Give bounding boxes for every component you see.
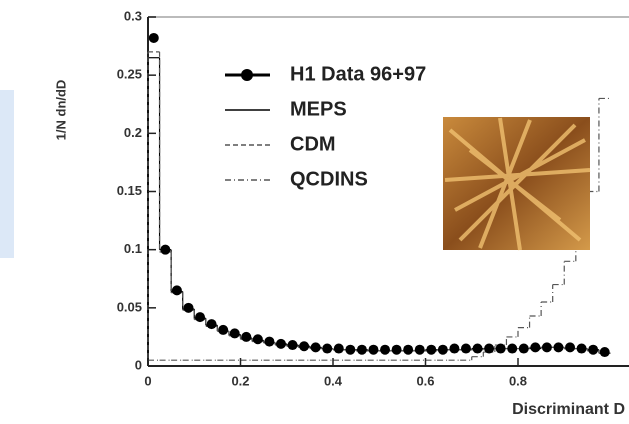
y-tick-label: 0.2 — [124, 125, 142, 140]
x-axis-label: Discriminant D — [512, 401, 625, 418]
data-point — [380, 344, 391, 355]
legend-label: H1 Data 96+97 — [290, 63, 426, 85]
data-point — [356, 344, 367, 355]
data-point — [148, 32, 159, 43]
data-point — [218, 324, 229, 335]
data-point — [460, 343, 471, 354]
y-axis-label: 1/N dn/dD — [53, 80, 68, 141]
data-point — [403, 344, 414, 355]
data-point — [299, 341, 310, 352]
data-point — [449, 343, 460, 354]
x-tick-label: 0.4 — [324, 373, 343, 388]
data-point — [322, 343, 333, 354]
y-tick-label: 0.1 — [124, 241, 142, 256]
data-point — [195, 312, 206, 323]
data-point — [541, 342, 552, 353]
data-point — [553, 342, 564, 353]
data-point — [368, 344, 379, 355]
data-point — [310, 342, 321, 353]
photo-texture — [444, 117, 591, 251]
data-point — [333, 343, 344, 354]
data-point — [229, 328, 240, 339]
data-point — [252, 334, 263, 345]
data-point — [391, 344, 402, 355]
x-tick-label: 0 — [144, 373, 151, 388]
legend-label: QCDINS — [290, 168, 368, 190]
data-point — [495, 343, 506, 354]
y-tick-label: 0.3 — [124, 8, 142, 23]
inset-photo — [443, 117, 591, 251]
data-point — [345, 344, 356, 355]
data-point — [287, 340, 298, 351]
data-point — [171, 285, 182, 296]
data-point — [241, 331, 252, 342]
legend-symbol — [241, 69, 253, 81]
legend-label: MEPS — [290, 98, 347, 120]
data-point — [565, 342, 576, 353]
legend-label: CDM — [290, 133, 336, 155]
data-point — [414, 344, 425, 355]
data-point — [437, 344, 448, 355]
data-point — [275, 338, 286, 349]
y-tick-label: 0.05 — [117, 299, 142, 314]
side-panel — [0, 90, 14, 258]
data-point — [588, 344, 599, 355]
data-point — [206, 319, 217, 330]
data-point — [507, 343, 518, 354]
y-tick-label: 0 — [135, 357, 142, 372]
x-tick-label: 0.6 — [416, 373, 434, 388]
y-tick-label: 0.15 — [117, 183, 142, 198]
data-point — [426, 344, 437, 355]
x-tick-label: 0.8 — [509, 373, 527, 388]
data-point — [484, 343, 495, 354]
data-point — [160, 244, 171, 255]
data-point — [576, 343, 587, 354]
data-point — [472, 343, 483, 354]
data-point — [264, 336, 275, 347]
x-tick-label: 0.2 — [231, 373, 249, 388]
y-tick-label: 0.25 — [117, 67, 142, 82]
data-point — [599, 347, 610, 358]
data-point — [183, 302, 194, 313]
data-point — [518, 343, 529, 354]
data-point — [530, 342, 541, 353]
